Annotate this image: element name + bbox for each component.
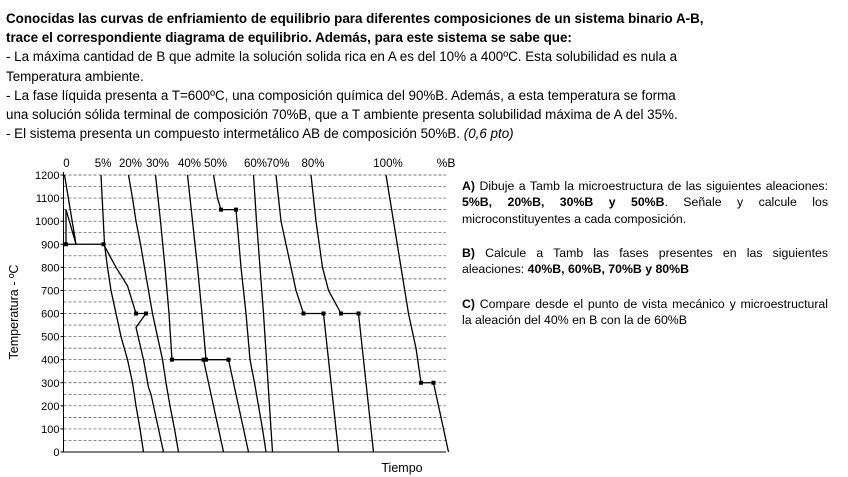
question-c-text: Compare desde el punto de vista mecánico… xyxy=(462,297,828,328)
arrest-point xyxy=(234,207,238,212)
cooling-curve-line xyxy=(154,174,225,453)
arrest-point xyxy=(201,357,206,362)
statement-line-7-text: - El sistema presenta un compuesto inter… xyxy=(6,126,464,142)
question-c-label: C) xyxy=(462,297,475,311)
arrest-point xyxy=(144,311,148,316)
composition-label: 100% xyxy=(373,158,402,170)
question-b-text: Calcule a Tamb las fases presentes en la… xyxy=(462,246,828,277)
statement-task: trace el correspondiente diagrama de equ… xyxy=(6,30,309,46)
composition-label: 40% xyxy=(178,158,201,170)
arrest-point xyxy=(321,311,326,316)
system-name: A-B xyxy=(675,11,700,26)
question-a-alloys: 5%B, 20%B, 30%B y 50%B xyxy=(462,195,665,210)
question-b-label: B) xyxy=(462,246,475,260)
y-tick-label: 0 xyxy=(53,447,59,459)
question-b: B) Calcule a Tamb las fases presentes en… xyxy=(462,245,828,278)
composition-labels: 0 5% 20% 30% 40% 50% 60% 70% 80% 100% xyxy=(63,158,402,170)
arrest-point xyxy=(419,380,423,385)
curve-70pct xyxy=(275,174,340,453)
arrest-point xyxy=(301,311,306,316)
question-b-alloys: 40%B, 60%B, 70%B y 80%B xyxy=(527,262,689,277)
composition-unit-label: %B xyxy=(437,156,456,170)
arrest-point xyxy=(134,311,138,316)
curve-50pct xyxy=(212,174,267,453)
arrest-point xyxy=(226,357,231,362)
cooling-curves xyxy=(63,174,450,453)
y-axis-label: Temperatura - ºC xyxy=(7,265,21,360)
cooling-curve-line xyxy=(127,174,180,453)
arrest-point xyxy=(431,380,436,385)
composition-label: 80% xyxy=(301,158,324,170)
y-tick-label: 100 xyxy=(41,424,59,436)
statement-line-1: Conocidas las curvas de enfriamiento de … xyxy=(6,9,844,28)
arrest-point xyxy=(64,242,68,247)
composition-label: 60% xyxy=(244,158,267,170)
statement-line-7: - El sistema presenta un compuesto inter… xyxy=(6,124,844,143)
arrest-point xyxy=(356,311,361,316)
cooling-curve-line xyxy=(252,174,274,453)
y-tick-label: 1000 xyxy=(35,216,59,228)
arrest-point xyxy=(204,357,208,362)
arrest-point xyxy=(170,357,174,362)
curve-0 xyxy=(63,174,165,453)
composition-label: 20% xyxy=(119,158,142,170)
curve-40pct xyxy=(186,174,250,453)
y-tick-label: 400 xyxy=(41,355,59,367)
curve-20pct xyxy=(127,174,180,453)
cooling-curve-line xyxy=(212,174,267,453)
question-a: A) Dibuje a Tamb la microestructura de l… xyxy=(462,178,828,227)
composition-label: 5% xyxy=(95,158,112,170)
y-tick-label: 600 xyxy=(41,309,59,321)
cooling-curve-line xyxy=(385,174,450,453)
x-axis-label: Tiempo xyxy=(381,461,422,475)
y-tick-label: 1100 xyxy=(36,193,60,205)
curve-80pct xyxy=(310,174,375,453)
question-a-label: A) xyxy=(462,179,475,193)
statement-line-1-text: Conocidas las curvas de enfriamiento de … xyxy=(6,11,676,26)
problem-statement: Conocidas las curvas de enfriamiento de … xyxy=(6,9,844,143)
arrest-point xyxy=(101,242,106,247)
question-a-text-end: . Señale y calcule los microconstituyent… xyxy=(462,195,828,226)
arrest-point xyxy=(339,311,343,316)
y-tick-label: 500 xyxy=(41,332,59,344)
y-axis-ticks: 0 100 200 300 400 500 600 700 800 900 1000 1100 1200 xyxy=(35,170,64,459)
question-a-text: Dibuje a Tamb la microestructura de las … xyxy=(474,179,828,193)
cooling-curve-line xyxy=(186,174,250,453)
statement-line-5: - La fase líquida presenta a T=600ºC, un… xyxy=(6,87,676,103)
points-value: (0,6 pto) xyxy=(463,126,514,142)
composition-label: 50% xyxy=(204,158,227,170)
y-tick-label: 900 xyxy=(41,239,59,251)
composition-label: 30% xyxy=(146,158,169,170)
y-tick-label: 200 xyxy=(41,401,59,413)
statement-line-1-comma: , xyxy=(699,11,704,26)
curve-60pct xyxy=(252,174,274,453)
statement-line-3: - La máxima cantidad de B que admite la … xyxy=(6,49,678,65)
composition-label: 0 xyxy=(63,158,69,170)
y-tick-label: 700 xyxy=(41,285,59,297)
y-tick-label: 1200 xyxy=(35,170,59,182)
chart-gridlines xyxy=(63,174,446,441)
cooling-curve-line xyxy=(100,174,145,453)
statement-line-6: una solución sólida terminal de composic… xyxy=(6,107,678,123)
composition-label: 70% xyxy=(266,158,289,170)
statement-line-4: Temperatura ambiente. xyxy=(6,68,144,84)
curve-100pct xyxy=(385,174,450,453)
arrest-point xyxy=(219,207,223,212)
statement-line-2: trace el correspondiente diagrama de equ… xyxy=(6,28,844,47)
curve-5pct xyxy=(100,174,145,453)
y-tick-label: 800 xyxy=(41,262,59,274)
curve-30pct xyxy=(154,174,225,453)
y-tick-label: 300 xyxy=(41,378,59,390)
statement-line-2-rest: . Además, para este sistema se sabe que: xyxy=(308,30,572,46)
question-c: C) Compare desde el punto de vista mecán… xyxy=(462,296,828,329)
